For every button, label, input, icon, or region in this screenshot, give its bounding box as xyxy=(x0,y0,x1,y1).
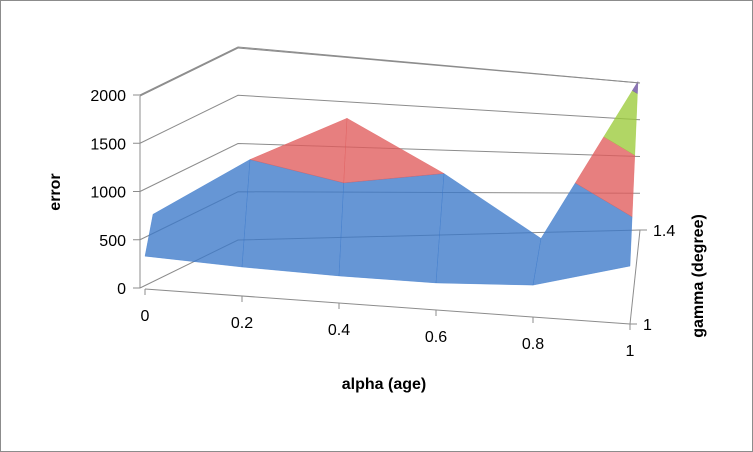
band-1000-1500-segment-2 xyxy=(343,117,445,184)
top-back-edge xyxy=(237,47,641,84)
surface-layer xyxy=(144,80,639,286)
x-axis-line xyxy=(144,288,631,325)
y-tick-label-4: 2000 xyxy=(90,88,126,105)
z-tick-label-0: 1 xyxy=(643,317,652,334)
x-tick-label-0: 0 xyxy=(141,308,150,325)
x-tick-label-3: 0.6 xyxy=(425,329,447,346)
x-tick-label-5: 1 xyxy=(626,343,635,360)
tick-label-layer: 0 500 1000 1500 2000 0 0.2 0.4 0.6 0.8 11 1.4 xyxy=(90,88,675,360)
axis-layer xyxy=(133,47,647,330)
x-axis-title: alpha (age) xyxy=(342,376,426,393)
y-tick-label-2: 1000 xyxy=(90,185,126,202)
gridline-2 xyxy=(139,142,641,192)
z-axis-line xyxy=(629,229,641,325)
y-axis-title: error xyxy=(47,173,64,210)
y-tick-label-1: 500 xyxy=(99,233,126,250)
band-2000-2500-segment-4 xyxy=(631,80,639,95)
z-tick-label-1: 1.4 xyxy=(653,223,675,240)
band-0-1000-segment-2 xyxy=(338,173,445,284)
y-tick-label-0: 0 xyxy=(117,281,126,298)
x-tick-label-1: 0.2 xyxy=(231,315,253,332)
x-tick-label-2: 0.4 xyxy=(328,322,350,339)
gridline-3 xyxy=(139,94,641,144)
x-tick-label-4: 0.8 xyxy=(522,336,544,353)
z-axis-title: gamma (degree) xyxy=(690,214,707,338)
y-tick-label-3: 1500 xyxy=(90,136,126,153)
top-left-edge xyxy=(139,47,239,97)
